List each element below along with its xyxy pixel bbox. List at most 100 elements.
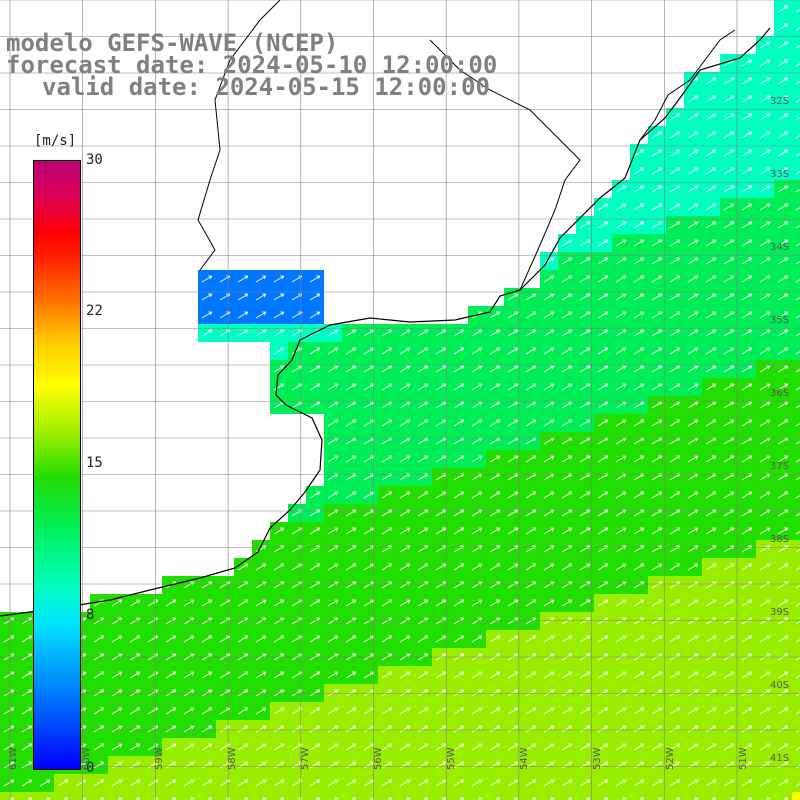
wind-cell <box>792 612 800 630</box>
wind-cell <box>792 630 800 648</box>
wind-arrow <box>417 563 429 571</box>
wind-arrow <box>795 585 800 589</box>
wind-arrow <box>309 671 321 679</box>
wind-arrow <box>345 743 357 751</box>
wind-arrow <box>471 563 483 571</box>
wind-arrow <box>633 293 645 301</box>
wind-arrow <box>489 311 501 319</box>
wind-arrow <box>633 635 645 643</box>
wind-arrow <box>165 725 177 733</box>
wind-cell <box>792 432 800 450</box>
wind-arrow <box>381 455 393 463</box>
wind-cell <box>666 792 684 800</box>
wind-arrow <box>561 383 573 391</box>
wind-arrow <box>417 635 429 643</box>
wind-arrow <box>741 95 753 103</box>
wind-arrow <box>597 671 609 679</box>
wind-arrow <box>741 725 753 733</box>
wind-arrow <box>3 743 15 751</box>
wind-arrow <box>255 689 267 697</box>
colorbar <box>33 160 81 770</box>
wind-arrow <box>633 779 645 787</box>
wind-arrow <box>777 41 789 49</box>
wind-arrow <box>669 383 681 391</box>
wind-arrow <box>273 527 285 535</box>
wind-arrow <box>759 365 771 373</box>
wind-arrow <box>111 635 123 643</box>
wind-arrow <box>705 257 717 265</box>
wind-cell <box>792 252 800 270</box>
wind-arrow <box>489 383 501 391</box>
wind-arrow <box>615 725 627 733</box>
wind-arrow <box>381 689 393 697</box>
wind-arrow <box>669 419 681 427</box>
wind-arrow <box>435 581 447 589</box>
wind-arrow <box>471 455 483 463</box>
wind-arrow <box>669 401 681 409</box>
wind-arrow <box>525 671 537 679</box>
wind-arrow <box>471 779 483 787</box>
wind-cell <box>612 792 630 800</box>
wind-arrow <box>471 761 483 769</box>
wind-arrow <box>777 707 789 715</box>
wind-arrow <box>687 95 699 103</box>
wind-arrow <box>651 329 663 337</box>
wind-arrow <box>633 167 645 175</box>
wind-arrow <box>651 365 663 373</box>
wind-arrow <box>777 77 789 85</box>
wind-arrow <box>399 779 411 787</box>
wind-cell <box>792 54 800 72</box>
wind-arrow <box>273 311 285 319</box>
lon-label: 56W <box>373 747 384 770</box>
wind-arrow <box>795 639 800 643</box>
wind-arrow <box>201 599 213 607</box>
wind-arrow <box>507 779 519 787</box>
wind-arrow <box>417 527 429 535</box>
wind-arrow <box>687 527 699 535</box>
wind-cell <box>432 792 450 800</box>
wind-arrow <box>147 707 159 715</box>
wind-arrow <box>723 185 735 193</box>
wind-arrow <box>795 333 800 337</box>
wind-arrow <box>21 743 33 751</box>
wind-arrow <box>759 167 771 175</box>
wind-arrow <box>435 455 447 463</box>
wind-cell <box>72 792 90 800</box>
wind-arrow <box>21 761 33 769</box>
wind-arrow <box>525 365 537 373</box>
wind-arrow <box>543 293 555 301</box>
wind-arrow <box>183 779 195 787</box>
wind-arrow <box>471 491 483 499</box>
wind-arrow <box>777 293 789 301</box>
wind-arrow <box>633 491 645 499</box>
wind-cell <box>648 792 666 800</box>
wind-arrow <box>507 311 519 319</box>
wind-arrow <box>723 347 735 355</box>
wind-arrow <box>147 779 159 787</box>
wind-arrow <box>579 635 591 643</box>
wind-arrow <box>309 347 321 355</box>
wind-cell <box>54 792 72 800</box>
wind-arrow <box>561 527 573 535</box>
wind-arrow <box>759 455 771 463</box>
wind-cell <box>504 792 522 800</box>
wind-arrow <box>417 779 429 787</box>
wind-arrow <box>165 743 177 751</box>
wind-arrow <box>615 761 627 769</box>
wind-arrow <box>579 239 591 247</box>
wind-arrow <box>723 275 735 283</box>
wind-cell <box>450 792 468 800</box>
wind-arrow <box>327 383 339 391</box>
wind-arrow <box>795 135 800 139</box>
wind-arrow <box>759 239 771 247</box>
wind-arrow <box>399 689 411 697</box>
wind-arrow <box>705 725 717 733</box>
wind-arrow <box>489 689 501 697</box>
wind-arrow <box>345 599 357 607</box>
wind-cell <box>108 792 126 800</box>
wind-arrow <box>795 63 800 67</box>
wind-arrow <box>615 203 627 211</box>
wind-arrow <box>615 563 627 571</box>
wind-arrow <box>543 779 555 787</box>
wind-arrow <box>507 527 519 535</box>
